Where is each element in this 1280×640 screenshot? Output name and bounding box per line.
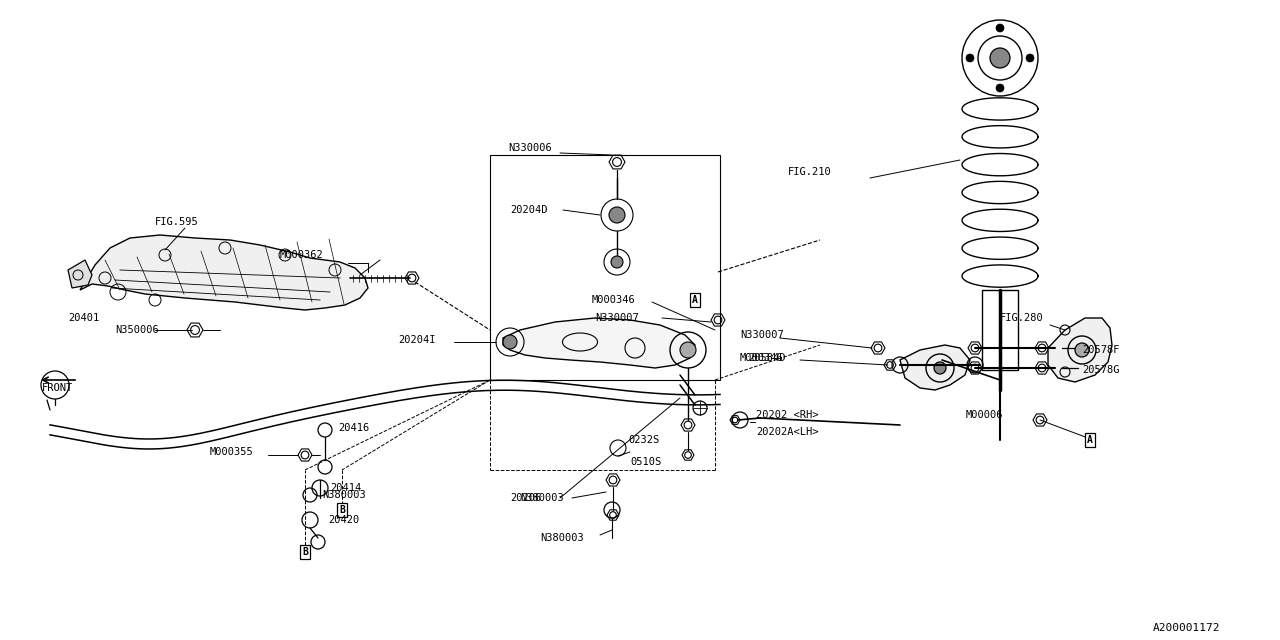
Text: FRONT: FRONT (42, 383, 73, 393)
Text: FIG.210: FIG.210 (788, 167, 832, 177)
Circle shape (680, 342, 696, 358)
Polygon shape (79, 235, 369, 310)
Text: M00006: M00006 (966, 410, 1004, 420)
Polygon shape (503, 318, 695, 368)
Text: 20420: 20420 (328, 515, 360, 525)
Text: M000346: M000346 (740, 353, 783, 363)
Polygon shape (68, 260, 92, 288)
Text: N350006: N350006 (115, 325, 159, 335)
Text: B: B (302, 547, 308, 557)
Text: N380003: N380003 (323, 490, 366, 500)
Circle shape (609, 207, 625, 223)
Text: FIG.595: FIG.595 (155, 217, 198, 227)
Circle shape (989, 48, 1010, 68)
Text: 20401: 20401 (68, 313, 100, 323)
Text: FIG.280: FIG.280 (1000, 313, 1043, 323)
Text: 20206: 20206 (509, 493, 541, 503)
Text: 0510S: 0510S (630, 457, 662, 467)
Text: N380003: N380003 (520, 493, 563, 503)
Text: N380003: N380003 (540, 533, 584, 543)
Bar (490, 155, 719, 380)
Text: 20204D: 20204D (509, 205, 548, 215)
Text: N330006: N330006 (508, 143, 552, 153)
Text: A: A (1087, 435, 1093, 445)
Text: 20584D: 20584D (748, 353, 786, 363)
Text: 20204I: 20204I (398, 335, 435, 345)
Text: A: A (692, 295, 698, 305)
Text: 20414: 20414 (330, 483, 361, 493)
Text: M000346: M000346 (591, 295, 636, 305)
Text: M000362: M000362 (280, 250, 324, 260)
Circle shape (1075, 343, 1089, 357)
Bar (982, 290, 1018, 370)
Circle shape (1027, 54, 1034, 62)
Text: 20202 <RH>: 20202 <RH> (756, 410, 818, 420)
Text: N330007: N330007 (740, 330, 783, 340)
Circle shape (996, 24, 1004, 32)
Polygon shape (1048, 318, 1112, 382)
Circle shape (996, 84, 1004, 92)
Polygon shape (900, 345, 970, 390)
Text: 20578G: 20578G (1082, 365, 1120, 375)
Text: N330007: N330007 (595, 313, 639, 323)
Text: 20416: 20416 (338, 423, 369, 433)
Text: 20578F: 20578F (1082, 345, 1120, 355)
Circle shape (966, 54, 974, 62)
Circle shape (934, 362, 946, 374)
Text: B: B (339, 505, 344, 515)
Text: M000355: M000355 (210, 447, 253, 457)
Circle shape (503, 335, 517, 349)
Text: A200001172: A200001172 (1152, 623, 1220, 633)
Text: 20202A<LH>: 20202A<LH> (756, 427, 818, 437)
Circle shape (611, 256, 623, 268)
Text: 0232S: 0232S (628, 435, 659, 445)
